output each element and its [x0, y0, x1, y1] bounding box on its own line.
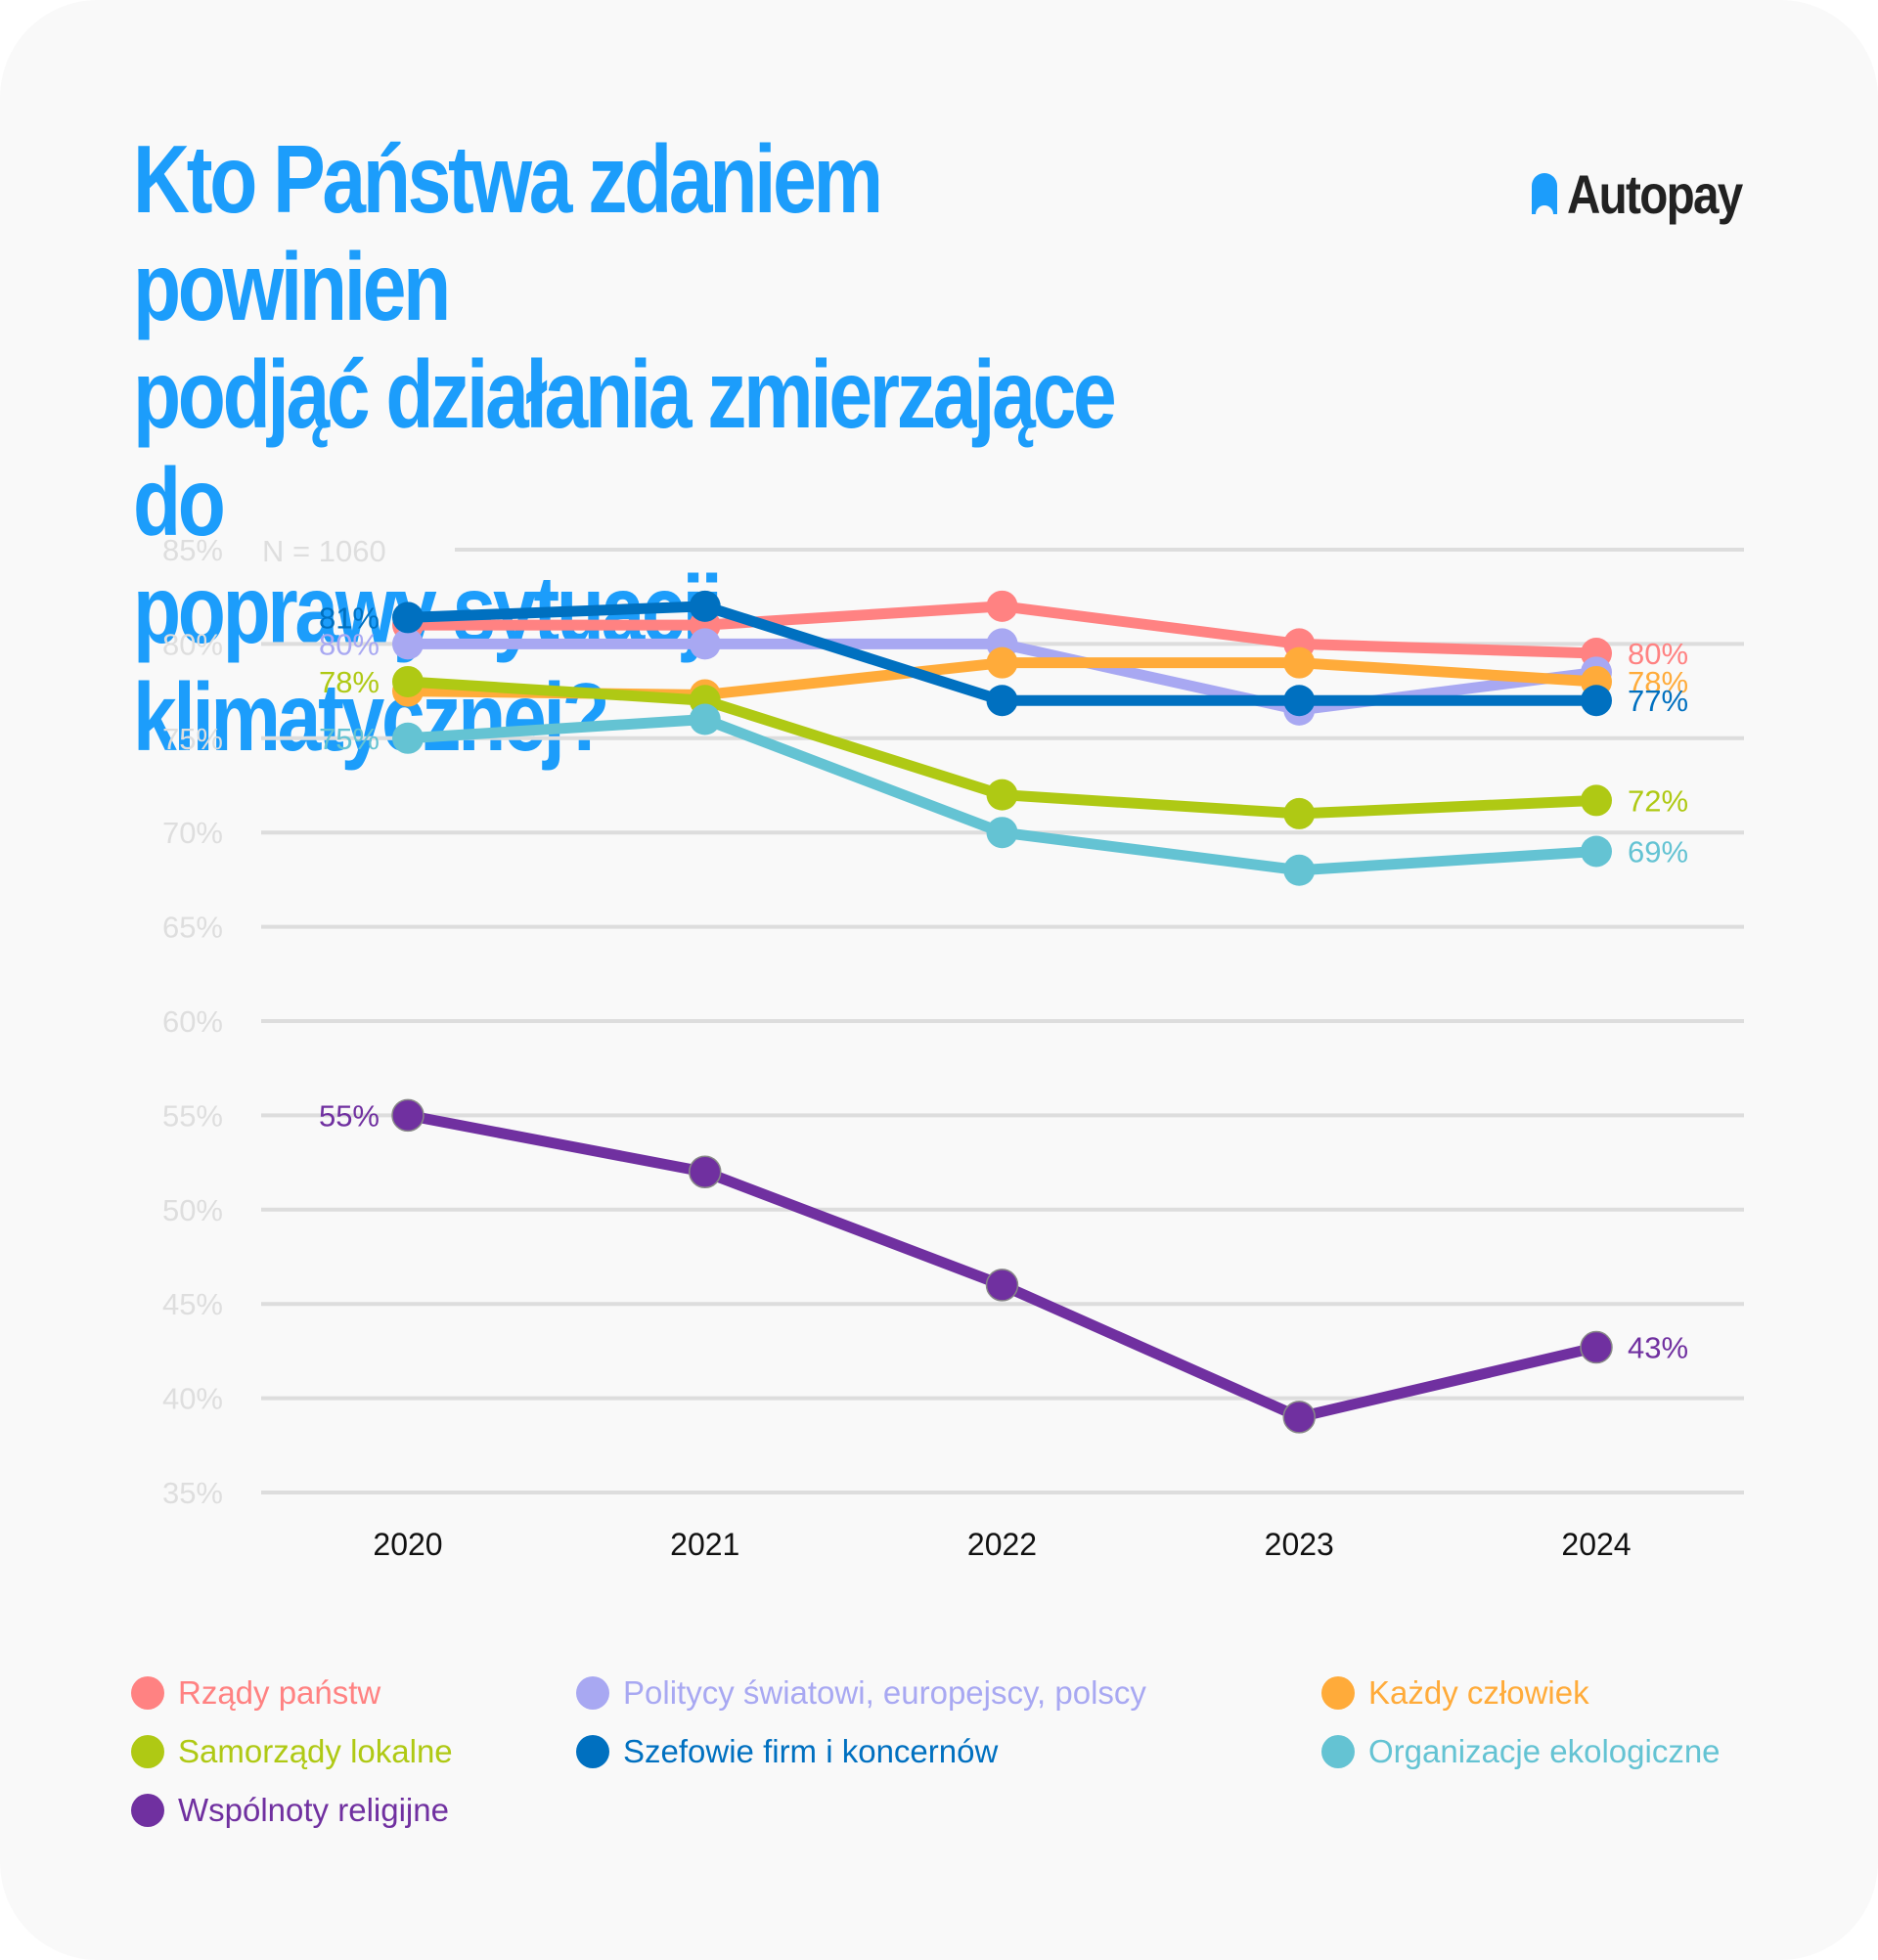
gridlines [261, 548, 1744, 1494]
x-axis-labels: 2020 2021 2022 2023 2024 [373, 1527, 1631, 1562]
start-value-label: 75% [319, 722, 380, 756]
legend-swatch [131, 1676, 164, 1710]
y-tick-label: 45% [162, 1287, 223, 1321]
x-tick-label: 2022 [967, 1527, 1037, 1562]
line-chart: 85% 80% 75% 70% 65% 60% 55% 50% 45% 40% 35% N = 10… [162, 533, 1744, 1562]
data-point[interactable] [1283, 854, 1316, 886]
data-point[interactable] [1283, 646, 1316, 679]
end-value-label: 78% [1628, 665, 1688, 699]
y-tick-label: 65% [162, 911, 223, 945]
data-point[interactable] [986, 817, 1018, 849]
x-tick-label: 2023 [1265, 1527, 1334, 1562]
legend-item[interactable]: Wspólnoty religijne [131, 1792, 449, 1829]
data-point[interactable] [1580, 1330, 1613, 1364]
series-6 [392, 703, 1612, 886]
data-point[interactable] [1283, 685, 1316, 717]
legend-label: Szefowie firm i koncernów [623, 1733, 999, 1769]
legend-item[interactable]: Organizacje ekologiczne [1321, 1733, 1721, 1770]
end-value-label: 77% [1628, 684, 1688, 718]
data-point[interactable] [689, 703, 721, 735]
legend-label: Organizacje ekologiczne [1368, 1733, 1721, 1769]
data-labels: 80%80%78%78%72%81%77%75%69%55%43% [319, 601, 1688, 1364]
data-point[interactable] [986, 646, 1018, 679]
x-tick-label: 2021 [670, 1527, 739, 1562]
end-value-label: 80% [1628, 637, 1688, 671]
series-7 [391, 1098, 1613, 1434]
y-tick-label: 60% [162, 1004, 223, 1039]
legend-swatch [1321, 1735, 1355, 1768]
legend-item[interactable]: Każdy człowiek [1321, 1674, 1589, 1712]
end-value-label: 72% [1628, 783, 1688, 818]
brand-name: Autopay [1567, 162, 1743, 225]
legend-swatch [576, 1735, 609, 1768]
data-point[interactable] [986, 779, 1018, 811]
legend-label: Rządy państw [178, 1674, 381, 1711]
data-point[interactable] [392, 665, 424, 697]
legend-label: Wspólnoty religijne [178, 1792, 449, 1828]
sample-size-annotation: N = 1060 [262, 534, 386, 568]
series-5 [392, 590, 1612, 717]
legend-swatch [131, 1794, 164, 1827]
data-point[interactable] [392, 722, 424, 754]
data-point[interactable] [689, 628, 721, 660]
data-point[interactable] [1581, 685, 1612, 717]
y-tick-label: 75% [162, 722, 223, 756]
y-tick-label: 55% [162, 1098, 223, 1133]
start-value-label: 80% [319, 627, 380, 661]
data-point[interactable] [1283, 797, 1316, 829]
data-point[interactable] [689, 1155, 722, 1188]
legend-swatch [131, 1735, 164, 1768]
end-value-label: 43% [1628, 1331, 1688, 1365]
legend-label: Każdy człowiek [1368, 1674, 1589, 1711]
data-point[interactable] [1581, 835, 1612, 868]
data-point[interactable] [392, 601, 424, 634]
legend-item[interactable]: Szefowie firm i koncernów [576, 1733, 998, 1770]
legend-swatch [1321, 1676, 1355, 1710]
data-point[interactable] [985, 1269, 1019, 1302]
legend-item[interactable]: Rządy państw [131, 1674, 380, 1712]
data-point[interactable] [1581, 784, 1612, 817]
start-value-label: 81% [319, 601, 380, 635]
legend-label: Samorządy lokalne [178, 1733, 453, 1769]
brand-logo: Autopay [1532, 162, 1772, 225]
data-point[interactable] [689, 590, 721, 622]
autopay-logo-icon [1532, 173, 1557, 214]
y-tick-label: 40% [162, 1382, 223, 1416]
data-point[interactable] [986, 590, 1018, 622]
series-line [406, 1109, 1598, 1423]
legend-item[interactable]: Samorządy lokalne [131, 1733, 453, 1770]
y-tick-label: 50% [162, 1193, 223, 1227]
y-tick-label: 35% [162, 1476, 223, 1510]
legend-label: Politycy światowi, europejscy, polscy [623, 1674, 1146, 1711]
y-tick-label: 80% [162, 627, 223, 661]
y-tick-label: 70% [162, 816, 223, 850]
start-value-label: 55% [319, 1098, 380, 1133]
data-point[interactable] [391, 1098, 425, 1133]
y-tick-label: 85% [162, 533, 223, 567]
data-point[interactable] [986, 685, 1018, 717]
series [391, 590, 1613, 1434]
end-value-label: 69% [1628, 834, 1688, 869]
x-tick-label: 2020 [373, 1527, 442, 1562]
y-axis-labels: 85% 80% 75% 70% 65% 60% 55% 50% 45% 40% 35% [162, 533, 223, 1510]
data-point[interactable] [392, 628, 424, 660]
legend-swatch [576, 1676, 609, 1710]
start-value-label: 78% [319, 665, 380, 699]
data-point[interactable] [1282, 1401, 1316, 1434]
x-tick-label: 2024 [1561, 1527, 1631, 1562]
legend-item[interactable]: Politycy światowi, europejscy, polscy [576, 1674, 1146, 1712]
